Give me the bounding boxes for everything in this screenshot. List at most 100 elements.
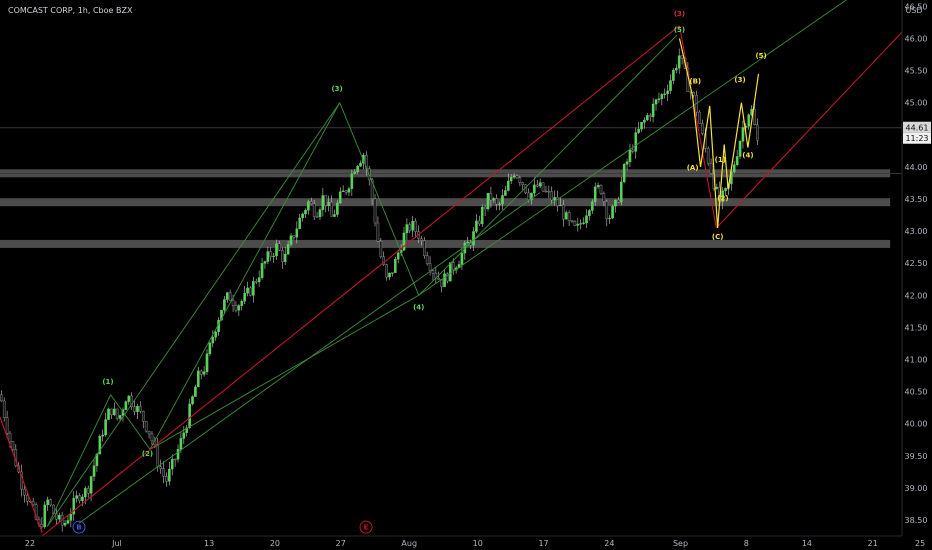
candle-body-187 xyxy=(541,182,545,192)
candle-body-74 xyxy=(214,331,217,338)
candle-body-97 xyxy=(281,250,284,262)
x-tick-label-7: 17 xyxy=(538,539,548,548)
candle-body-145 xyxy=(420,238,423,241)
green-trendline-6 xyxy=(149,294,419,450)
x-tick-label-11: 14 xyxy=(802,539,812,548)
candle-body-153 xyxy=(443,273,446,287)
x-tick-label-9: Sep xyxy=(673,539,688,548)
candle-body-56 xyxy=(162,468,165,477)
x-tick-label-6: 10 xyxy=(473,539,483,548)
candle-body-108 xyxy=(312,203,316,217)
candle-body-62 xyxy=(179,438,183,450)
candle-body-48 xyxy=(139,405,142,412)
green-trendline-5 xyxy=(47,102,341,527)
candle-body-125 xyxy=(362,155,365,164)
candle-body-107 xyxy=(309,201,313,204)
candle-body-231 xyxy=(669,80,672,91)
candle-body-207 xyxy=(599,185,603,194)
candle-body-58 xyxy=(168,468,171,482)
price-axis-panel[interactable] xyxy=(902,0,932,536)
candle-body-124 xyxy=(359,162,362,167)
candle-body-183 xyxy=(530,192,533,201)
time-axis-panel[interactable] xyxy=(0,536,932,550)
candle-body-205 xyxy=(593,186,597,202)
y-tick-label-4: 40.50 xyxy=(905,388,928,397)
y-tick-label-3: 40.00 xyxy=(905,420,928,429)
candle-body-45 xyxy=(130,395,133,407)
candle-body-47 xyxy=(136,405,139,412)
candle-body-63 xyxy=(182,432,186,439)
circle-label-0: B xyxy=(76,524,81,532)
candle-body-167 xyxy=(483,206,487,210)
candle-body-95 xyxy=(275,243,278,257)
candle-body-30 xyxy=(86,488,90,494)
candle-body-0 xyxy=(0,394,3,402)
candle-body-81 xyxy=(234,305,238,311)
candle-body-209 xyxy=(605,201,609,220)
x-tick-label-0: 22 xyxy=(25,539,35,548)
green-trendline-1 xyxy=(110,394,151,450)
x-tick-label-10: 8 xyxy=(744,539,749,548)
candle-body-116 xyxy=(336,202,339,215)
candle-body-198 xyxy=(573,221,577,226)
candle-body-85 xyxy=(246,287,249,294)
candle-body-34 xyxy=(98,436,102,455)
candle-body-197 xyxy=(570,220,574,222)
candle-body-23 xyxy=(66,520,70,524)
candle-body-101 xyxy=(292,235,296,238)
candle-body-255 xyxy=(738,140,742,157)
candle-body-195 xyxy=(564,212,568,220)
candle-body-220 xyxy=(637,128,640,133)
countdown-badge-bg xyxy=(903,132,931,144)
candle-body-155 xyxy=(449,262,452,282)
candle-body-180 xyxy=(521,182,525,185)
candle-body-126 xyxy=(365,155,368,169)
y-tick-label-2: 39.50 xyxy=(905,452,928,461)
symbol-title[interactable]: COMCAST CORP, 1h, Cboe BZX xyxy=(8,6,133,15)
candle-body-212 xyxy=(614,199,617,207)
candle-body-210 xyxy=(608,217,611,220)
candle-body-213 xyxy=(617,199,620,203)
candle-body-91 xyxy=(263,261,267,264)
candle-body-131 xyxy=(379,241,383,258)
candle-body-119 xyxy=(344,190,348,193)
candle-body-141 xyxy=(408,224,412,231)
candle-body-82 xyxy=(237,305,241,311)
y-tick-label-0: 38.50 xyxy=(905,516,928,525)
candle-body-151 xyxy=(437,277,441,280)
candle-body-235 xyxy=(680,55,684,59)
wave-label-13: (5) xyxy=(755,52,766,60)
candle-body-109 xyxy=(315,216,319,218)
candle-body-110 xyxy=(318,209,322,217)
candle-body-191 xyxy=(553,197,556,201)
wave-label-6: (B) xyxy=(689,77,701,85)
candle-body-67 xyxy=(194,386,197,397)
candle-body-25 xyxy=(72,498,76,515)
candle-body-71 xyxy=(205,353,209,373)
candle-body-64 xyxy=(185,427,189,434)
candle-body-225 xyxy=(651,103,655,117)
candle-body-99 xyxy=(286,244,290,255)
candle-body-3 xyxy=(8,433,12,442)
candle-body-78 xyxy=(225,292,229,300)
candle-body-57 xyxy=(165,476,168,482)
candle-body-242 xyxy=(701,123,704,134)
candle-body-196 xyxy=(567,212,571,222)
candle-body-194 xyxy=(562,204,565,220)
candle-body-94 xyxy=(272,255,275,257)
candle-body-98 xyxy=(283,253,287,262)
candle-body-139 xyxy=(402,232,406,251)
candle-body-24 xyxy=(69,513,73,521)
candle-body-120 xyxy=(347,188,351,193)
candle-body-258 xyxy=(747,114,751,127)
candle-body-104 xyxy=(301,213,304,219)
wave-label-3: (4) xyxy=(413,303,424,311)
candle-body-46 xyxy=(133,406,136,412)
candle-body-134 xyxy=(388,272,391,278)
green-trendlines xyxy=(46,0,848,527)
candle-body-206 xyxy=(596,185,600,188)
circle-label-ring-0 xyxy=(72,520,86,534)
candle-body-230 xyxy=(666,90,669,95)
candle-body-208 xyxy=(602,193,606,202)
